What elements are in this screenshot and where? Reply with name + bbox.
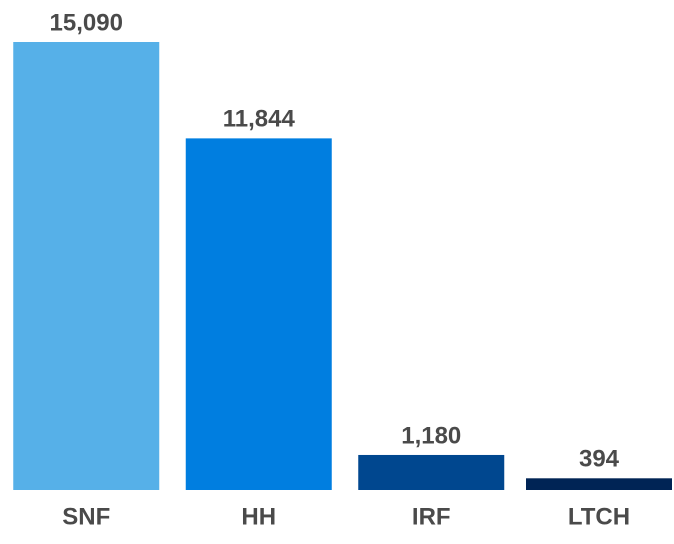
x-tick-label: IRF [412,503,451,530]
bar [358,454,505,490]
x-tick-label: HH [241,503,276,530]
value-label: 15,090 [50,9,123,36]
bar [13,42,160,490]
value-label: 11,844 [223,106,296,133]
value-label: 394 [579,446,620,473]
value-label: 1,180 [401,422,461,449]
bar [526,478,672,490]
x-tick-label: SNF [62,503,110,530]
x-tick-label: LTCH [568,503,630,530]
bar [185,138,332,490]
